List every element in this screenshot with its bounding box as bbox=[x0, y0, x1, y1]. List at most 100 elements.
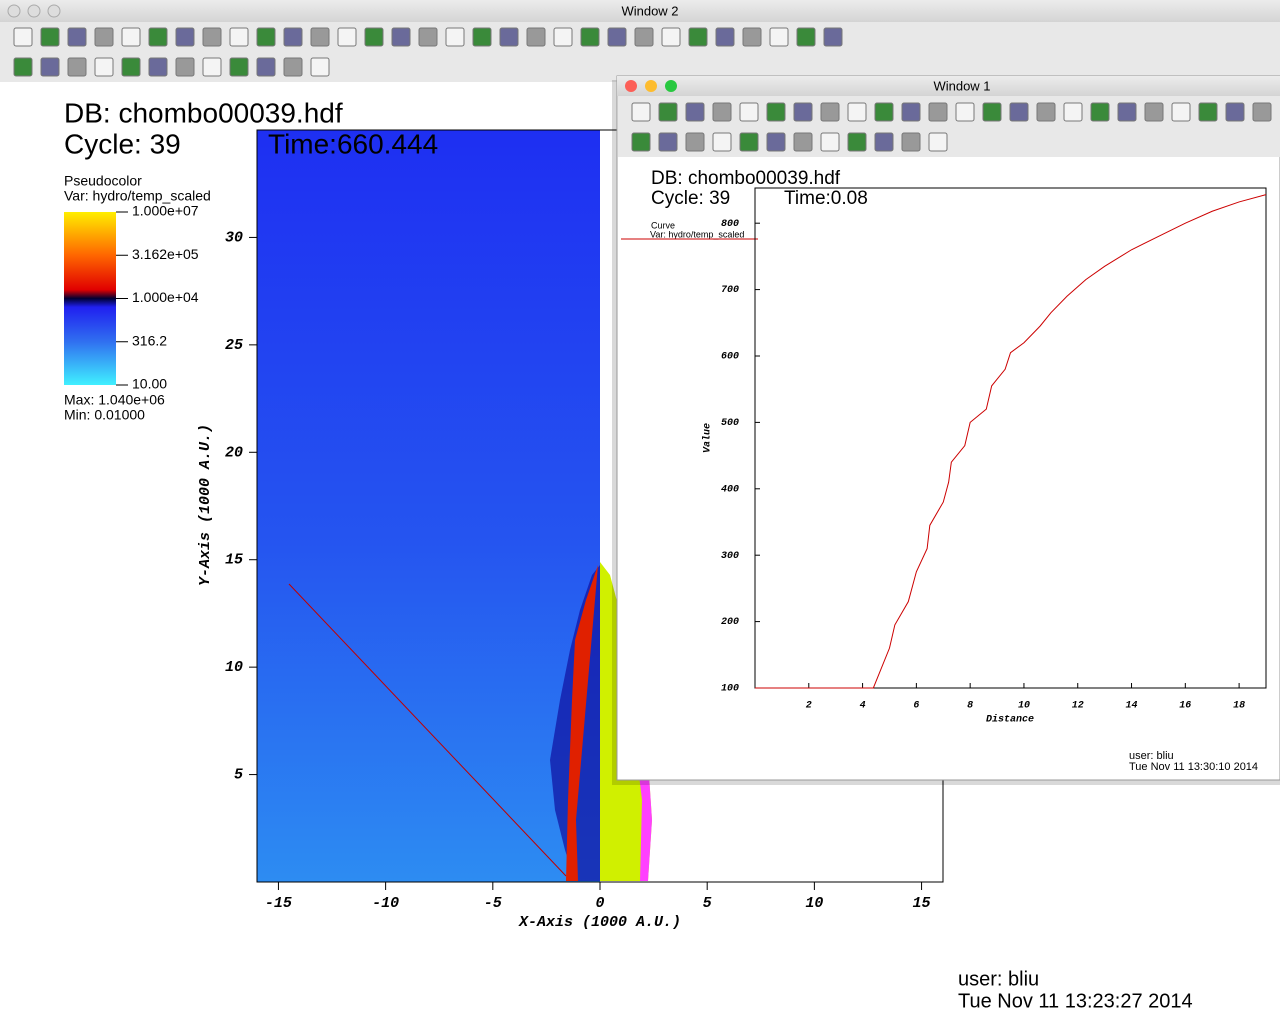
toolbar-button[interactable] bbox=[67, 27, 87, 47]
toolbar-button[interactable] bbox=[715, 27, 735, 47]
toolbar-button[interactable] bbox=[874, 102, 894, 122]
toolbar-button[interactable] bbox=[901, 102, 921, 122]
toolbar-button[interactable] bbox=[793, 102, 813, 122]
toolbar-button[interactable] bbox=[901, 132, 921, 152]
toolbar-button[interactable] bbox=[1144, 102, 1164, 122]
toolbar-button[interactable] bbox=[688, 27, 708, 47]
toolbar-button[interactable] bbox=[847, 102, 867, 122]
toolbar-button[interactable] bbox=[766, 132, 786, 152]
toolbar-button[interactable] bbox=[1117, 102, 1137, 122]
toolbar-button[interactable] bbox=[364, 27, 384, 47]
toolbar-button[interactable] bbox=[580, 27, 600, 47]
toolbar-button[interactable] bbox=[94, 27, 114, 47]
toolbar-button[interactable] bbox=[175, 27, 195, 47]
zoom-button[interactable] bbox=[665, 80, 677, 92]
toolbar-button[interactable] bbox=[499, 27, 519, 47]
window-title: Window 2 bbox=[621, 3, 678, 18]
toolbar-button[interactable] bbox=[229, 27, 249, 47]
toolbar-button[interactable] bbox=[769, 27, 789, 47]
toolbar-button[interactable] bbox=[337, 27, 357, 47]
close-button[interactable] bbox=[625, 80, 637, 92]
toolbar-button[interactable] bbox=[796, 27, 816, 47]
toolbar-button[interactable] bbox=[175, 57, 195, 77]
toolbar-button[interactable] bbox=[283, 27, 303, 47]
cycle-label: Cycle: 39 bbox=[64, 128, 181, 159]
toolbar-button[interactable] bbox=[418, 27, 438, 47]
toolbar-button[interactable] bbox=[148, 57, 168, 77]
toolbar-button[interactable] bbox=[874, 132, 894, 152]
time-label: Time:0.08 bbox=[784, 188, 868, 209]
toolbar-button[interactable] bbox=[1063, 102, 1083, 122]
x-tick-label: -15 bbox=[265, 895, 292, 912]
toolbar-button[interactable] bbox=[661, 27, 681, 47]
toolbar-button[interactable] bbox=[40, 57, 60, 77]
toolbar-button[interactable] bbox=[712, 102, 732, 122]
toolbar-button[interactable] bbox=[13, 57, 33, 77]
toolbar-button[interactable] bbox=[283, 57, 303, 77]
toolbar-button[interactable] bbox=[928, 132, 948, 152]
toolbar-button[interactable] bbox=[766, 102, 786, 122]
toolbar-button[interactable] bbox=[553, 27, 573, 47]
toolbar-button[interactable] bbox=[820, 102, 840, 122]
toolbar-button[interactable] bbox=[739, 102, 759, 122]
toolbar-button[interactable] bbox=[742, 27, 762, 47]
toolbar-button[interactable] bbox=[310, 27, 330, 47]
toolbar-button[interactable] bbox=[94, 57, 114, 77]
toolbar-button[interactable] bbox=[982, 102, 1002, 122]
toolbar-button[interactable] bbox=[1036, 102, 1056, 122]
toolbar-button[interactable] bbox=[658, 102, 678, 122]
zoom-button[interactable] bbox=[47, 4, 61, 18]
y-tick-label: 400 bbox=[721, 484, 739, 495]
toolbar-button[interactable] bbox=[67, 57, 87, 77]
toolbar-button[interactable] bbox=[631, 132, 651, 152]
toolbar-button[interactable] bbox=[391, 27, 411, 47]
toolbar-button[interactable] bbox=[310, 57, 330, 77]
toolbar-button[interactable] bbox=[40, 27, 60, 47]
x-axis-label: Distance bbox=[986, 714, 1034, 726]
toolbar-button[interactable] bbox=[793, 132, 813, 152]
toolbar-button[interactable] bbox=[202, 57, 222, 77]
toolbar-button[interactable] bbox=[472, 27, 492, 47]
toolbar-button[interactable] bbox=[658, 132, 678, 152]
toolbar-button[interactable] bbox=[847, 132, 867, 152]
minimize-button[interactable] bbox=[645, 80, 657, 92]
toolbar-button[interactable] bbox=[928, 102, 948, 122]
toolbar-button[interactable] bbox=[121, 27, 141, 47]
toolbar-button[interactable] bbox=[634, 27, 654, 47]
toolbar-button[interactable] bbox=[13, 27, 33, 47]
toolbar-button[interactable] bbox=[256, 27, 276, 47]
toolbar-button[interactable] bbox=[1009, 102, 1029, 122]
minimize-button[interactable] bbox=[27, 4, 41, 18]
window-frame bbox=[616, 75, 1280, 781]
toolbar-button[interactable] bbox=[631, 102, 651, 122]
toolbar-button[interactable] bbox=[685, 102, 705, 122]
y-tick-label: 100 bbox=[721, 684, 739, 695]
toolbar-button[interactable] bbox=[685, 132, 705, 152]
toolbar-button[interactable] bbox=[820, 132, 840, 152]
toolbar-button[interactable] bbox=[607, 27, 627, 47]
colorbar-ticks: 1.000e+07 3.162e+05 1.000e+04 316.2 10.00 bbox=[116, 203, 199, 392]
toolbar-button[interactable] bbox=[955, 102, 975, 122]
x-tick-label: 16 bbox=[1179, 701, 1191, 712]
toolbar-button[interactable] bbox=[148, 27, 168, 47]
toolbar-button[interactable] bbox=[712, 132, 732, 152]
toolbar-button[interactable] bbox=[229, 57, 249, 77]
y-tick-label: 30 bbox=[225, 229, 243, 246]
toolbar-button[interactable] bbox=[823, 27, 843, 47]
toolbar-button[interactable] bbox=[121, 57, 141, 77]
toolbar-button[interactable] bbox=[1171, 102, 1191, 122]
toolbar-button[interactable] bbox=[1225, 102, 1245, 122]
toolbar-button[interactable] bbox=[739, 132, 759, 152]
toolbar-button[interactable] bbox=[1252, 102, 1272, 122]
toolbar-button[interactable] bbox=[445, 27, 465, 47]
toolbar-button[interactable] bbox=[256, 57, 276, 77]
toolbar-button[interactable] bbox=[1090, 102, 1110, 122]
toolbar bbox=[631, 102, 1272, 152]
close-button[interactable] bbox=[7, 4, 21, 18]
colorbar bbox=[64, 212, 116, 385]
toolbar-button[interactable] bbox=[202, 27, 222, 47]
toolbar-button[interactable] bbox=[526, 27, 546, 47]
toolbar-button[interactable] bbox=[1198, 102, 1218, 122]
pseudocolor-field bbox=[257, 130, 600, 882]
y-tick-label: 5 bbox=[234, 767, 243, 784]
